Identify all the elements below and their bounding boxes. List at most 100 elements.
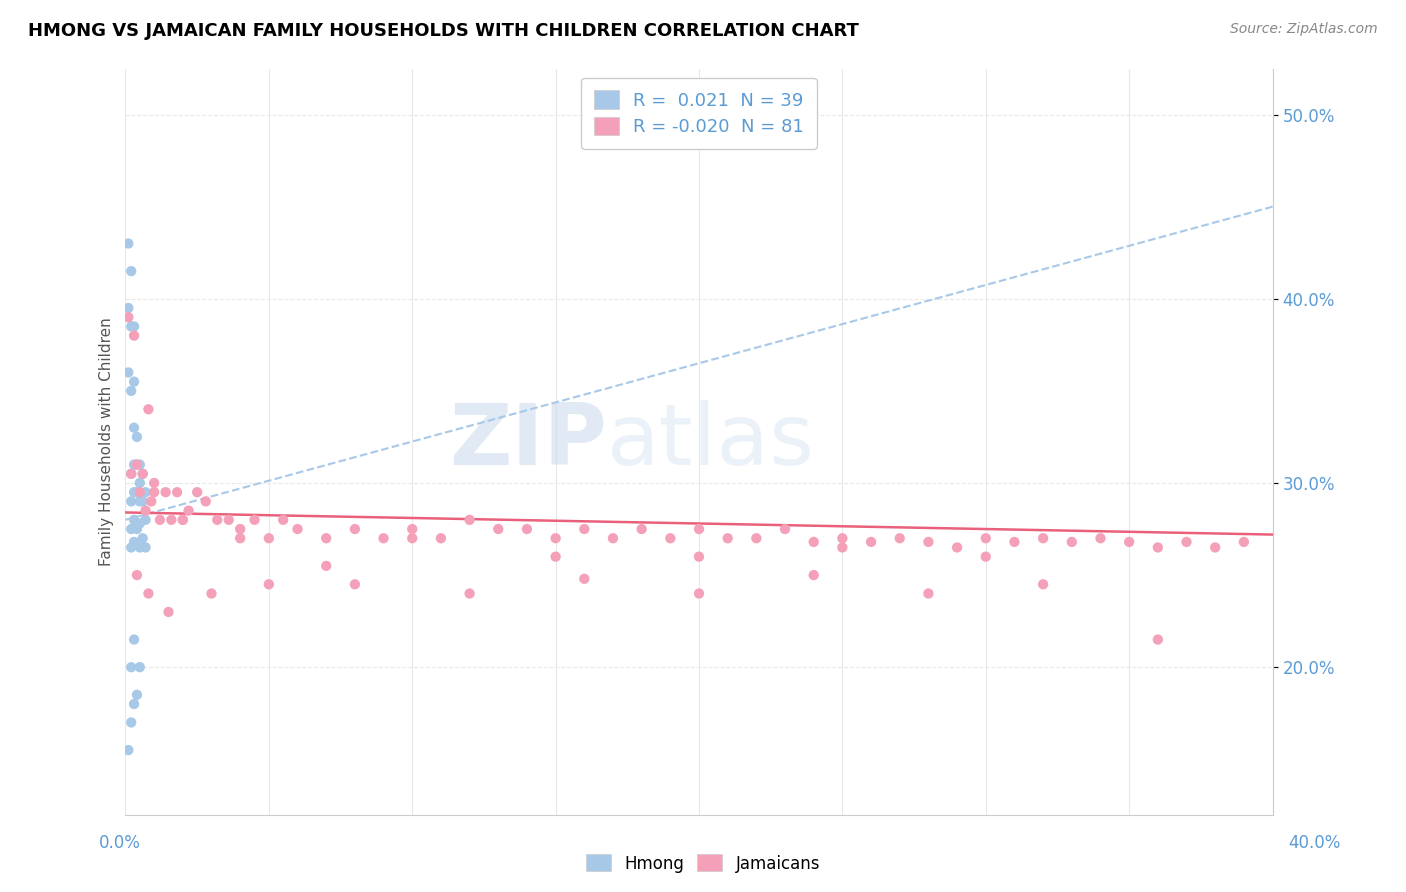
Point — [120, 467, 142, 481]
Point — [117, 236, 139, 251]
Point — [315, 558, 337, 573]
Point — [117, 301, 139, 315]
Point — [458, 586, 481, 600]
Point — [486, 522, 509, 536]
Point — [135, 513, 157, 527]
Point — [688, 586, 710, 600]
Point — [143, 475, 166, 490]
Point — [186, 485, 208, 500]
Point — [120, 264, 142, 278]
Point — [630, 522, 652, 536]
Point — [287, 522, 309, 536]
Point — [172, 513, 194, 527]
Point — [974, 549, 997, 564]
Point — [803, 535, 825, 549]
Point — [917, 535, 939, 549]
Point — [194, 494, 217, 508]
Point — [257, 531, 280, 545]
Point — [516, 522, 538, 536]
Point — [120, 494, 142, 508]
Point — [172, 513, 194, 527]
Point — [117, 310, 139, 325]
Point — [120, 660, 142, 674]
Point — [122, 375, 145, 389]
Point — [889, 531, 911, 545]
Point — [138, 402, 160, 417]
Point — [122, 421, 145, 435]
Point — [128, 660, 150, 674]
Point — [157, 605, 180, 619]
Point — [218, 513, 240, 527]
Point — [122, 328, 145, 343]
Legend: Hmong, Jamaicans: Hmong, Jamaicans — [579, 847, 827, 880]
Point — [125, 522, 148, 536]
Point — [1175, 535, 1198, 549]
Point — [143, 485, 166, 500]
Point — [128, 494, 150, 508]
Point — [117, 366, 139, 380]
Point — [149, 513, 172, 527]
Point — [803, 568, 825, 582]
Point — [544, 549, 567, 564]
Point — [343, 577, 366, 591]
Point — [1204, 541, 1226, 555]
Point — [688, 549, 710, 564]
Point — [544, 531, 567, 545]
Point — [1004, 535, 1026, 549]
Point — [745, 531, 768, 545]
Point — [117, 743, 139, 757]
Point — [122, 513, 145, 527]
Point — [135, 503, 157, 517]
Point — [125, 458, 148, 472]
Point — [155, 485, 177, 500]
Point — [343, 522, 366, 536]
Point — [1032, 531, 1054, 545]
Point — [125, 688, 148, 702]
Text: atlas: atlas — [607, 400, 815, 483]
Point — [122, 485, 145, 500]
Point — [138, 586, 160, 600]
Point — [917, 586, 939, 600]
Point — [135, 485, 157, 500]
Point — [122, 697, 145, 711]
Point — [257, 577, 280, 591]
Legend: R =  0.021  N = 39, R = -0.020  N = 81: R = 0.021 N = 39, R = -0.020 N = 81 — [581, 78, 817, 149]
Point — [688, 522, 710, 536]
Point — [128, 541, 150, 555]
Text: ZIP: ZIP — [450, 400, 607, 483]
Y-axis label: Family Households with Children: Family Households with Children — [100, 318, 114, 566]
Point — [166, 485, 188, 500]
Point — [120, 467, 142, 481]
Point — [125, 458, 148, 472]
Point — [860, 535, 883, 549]
Point — [122, 632, 145, 647]
Point — [401, 522, 423, 536]
Point — [831, 541, 853, 555]
Point — [131, 467, 153, 481]
Point — [271, 513, 294, 527]
Point — [1060, 535, 1083, 549]
Point — [229, 531, 252, 545]
Point — [128, 516, 150, 531]
Point — [974, 531, 997, 545]
Point — [122, 458, 145, 472]
Point — [717, 531, 740, 545]
Point — [125, 568, 148, 582]
Point — [120, 715, 142, 730]
Text: HMONG VS JAMAICAN FAMILY HOUSEHOLDS WITH CHILDREN CORRELATION CHART: HMONG VS JAMAICAN FAMILY HOUSEHOLDS WITH… — [28, 22, 859, 40]
Point — [122, 535, 145, 549]
Point — [122, 319, 145, 334]
Point — [120, 541, 142, 555]
Point — [1032, 577, 1054, 591]
Point — [602, 531, 624, 545]
Point — [207, 513, 229, 527]
Point — [141, 494, 163, 508]
Point — [120, 522, 142, 536]
Point — [574, 572, 596, 586]
Point — [1146, 632, 1168, 647]
Text: 0.0%: 0.0% — [98, 834, 141, 852]
Point — [128, 475, 150, 490]
Point — [200, 586, 222, 600]
Point — [125, 485, 148, 500]
Point — [1233, 535, 1256, 549]
